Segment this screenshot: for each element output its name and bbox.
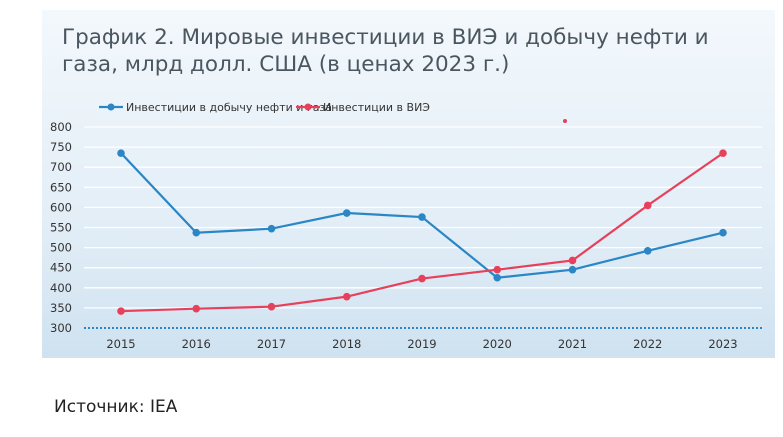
data-point (493, 265, 502, 274)
y-tick-label: 650 (50, 180, 72, 194)
data-point (568, 256, 577, 265)
x-tick-label: 2016 (182, 337, 211, 351)
x-tick-label: 2021 (558, 337, 587, 351)
y-tick-label: 800 (50, 120, 72, 134)
data-point (117, 307, 125, 315)
data-point (267, 224, 276, 233)
y-tick-label: 750 (50, 140, 72, 154)
x-tick-label: 2019 (407, 337, 436, 351)
legend-marker (304, 103, 312, 111)
stray-dot (563, 119, 567, 123)
x-tick-label: 2020 (483, 337, 512, 351)
y-tick-label: 600 (50, 200, 72, 214)
y-tick-label: 450 (50, 261, 72, 275)
y-tick-label: 700 (50, 160, 72, 174)
legend-label: Инвестиции в добычу нефти и газа (126, 101, 332, 114)
data-point (418, 213, 426, 221)
x-tick-label: 2015 (106, 337, 135, 351)
data-point (418, 274, 426, 283)
data-point (192, 304, 201, 313)
x-tick-label: 2023 (708, 337, 737, 351)
chart-panel (42, 10, 775, 358)
y-tick-label: 300 (50, 321, 72, 335)
data-point (643, 247, 652, 255)
data-point (342, 209, 351, 217)
data-point (192, 228, 201, 237)
y-tick-label: 500 (50, 241, 72, 255)
legend-marker (107, 103, 115, 111)
y-tick-label: 550 (50, 221, 72, 235)
data-point (267, 302, 276, 311)
data-point (493, 273, 502, 282)
x-tick-label: 2022 (633, 337, 662, 351)
chart-title: График 2. Мировые инвестиции в ВИЭ и доб… (62, 25, 709, 77)
data-point (719, 149, 727, 157)
y-tick-label: 400 (50, 281, 72, 295)
legend-label: Инвестиции в ВИЭ (323, 101, 430, 114)
data-point (643, 201, 652, 210)
y-tick-label: 350 (50, 301, 72, 315)
data-point (568, 265, 577, 274)
data-point (117, 149, 125, 157)
source-note: Источник: IEA (54, 397, 178, 417)
data-point (719, 228, 727, 237)
x-tick-label: 2018 (332, 337, 361, 351)
data-point (342, 292, 351, 301)
x-tick-label: 2017 (257, 337, 286, 351)
